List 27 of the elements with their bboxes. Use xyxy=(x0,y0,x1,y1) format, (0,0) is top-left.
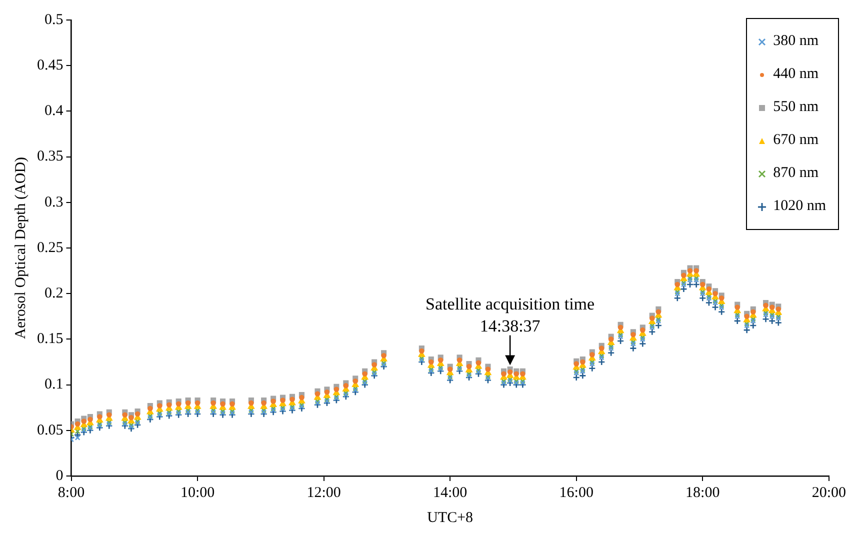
x-tick-label: 14:00 xyxy=(432,484,468,501)
x-tick-label: 18:00 xyxy=(686,484,720,501)
x-tick-label: 20:00 xyxy=(812,484,846,501)
y-tick-label: 0.45 xyxy=(37,58,64,74)
y-tick-label: 0.3 xyxy=(44,194,64,210)
annotation: Satellite acquisition time 14:38:37 xyxy=(426,294,595,336)
legend-label: 440 nm xyxy=(773,66,818,83)
x-tick-label: 12:00 xyxy=(306,484,341,501)
y-tick-label: 0.15 xyxy=(37,331,64,348)
x-axis-title: UTC+8 xyxy=(427,510,474,526)
legend-label: 550 nm xyxy=(773,99,818,116)
y-axis-title: Aerosol Optical Depth (AOD) xyxy=(12,156,29,340)
y-tick-label: 0.5 xyxy=(44,12,64,28)
x-tick-label: 8:00 xyxy=(58,484,85,501)
x-tick-label: 16:00 xyxy=(559,484,594,501)
legend-label: 1020 nm xyxy=(773,198,826,215)
x-tick-label: 10:00 xyxy=(180,484,215,501)
legend-label: 870 nm xyxy=(773,165,818,182)
legend-label: 380 nm xyxy=(773,33,818,50)
y-tick-label: 0.25 xyxy=(37,240,64,256)
y-tick-label: 0.05 xyxy=(37,422,64,438)
y-tick-label: 0.4 xyxy=(44,103,64,120)
y-tick-label: 0.35 xyxy=(37,148,64,165)
y-tick-label: 0.1 xyxy=(44,376,64,393)
y-tick-label: 0 xyxy=(56,468,64,484)
y-tick-label: 0.2 xyxy=(44,286,64,302)
legend-label: 670 nm xyxy=(773,132,818,149)
